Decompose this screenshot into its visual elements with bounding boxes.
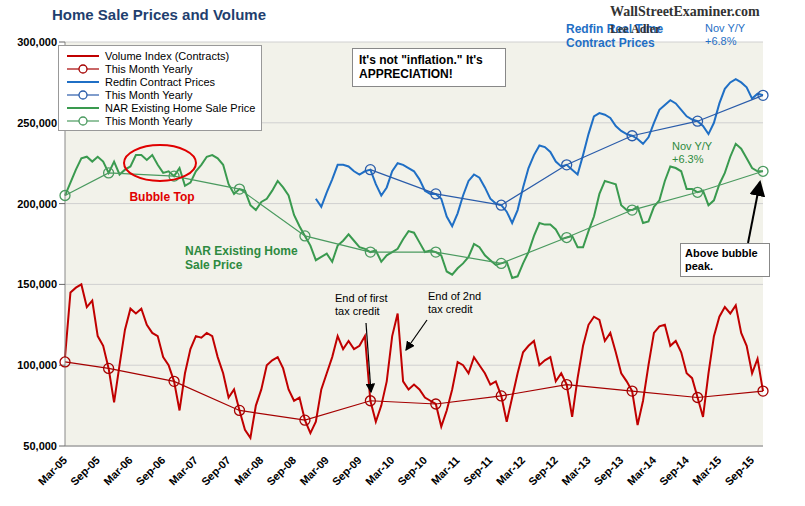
svg-text:Sep-05: Sep-05 <box>68 454 102 488</box>
html-text:NAR Existing Home Sale Price: NAR Existing Home Sale Price <box>185 244 298 273</box>
html-text:Volume Index (Contracts): Volume Index (Contracts) <box>105 49 230 62</box>
html-text:This Month Yearly: This Month Yearly <box>105 62 193 75</box>
svg-text:Mar-13: Mar-13 <box>559 454 593 488</box>
svg-text:Mar-14: Mar-14 <box>625 453 659 487</box>
svg-text:Mar-09: Mar-09 <box>297 454 331 488</box>
html-text:It's not "inflation." It's APP: It's not "inflation." It's APPRECIATION! <box>359 53 483 82</box>
svg-text:Sep-07: Sep-07 <box>199 454 233 488</box>
svg-text:100,000: 100,000 <box>17 359 57 371</box>
svg-text:Mar-10: Mar-10 <box>363 454 397 488</box>
svg-text:Sep-11: Sep-11 <box>461 454 495 488</box>
html-text:Bubble Top: Bubble Top <box>129 190 195 204</box>
html-text:WallStreetExaminer.com: WallStreetExaminer.com <box>610 4 760 19</box>
html-text:Above bubble peak.: Above bubble peak. <box>685 247 758 273</box>
svg-text:Mar-06: Mar-06 <box>101 454 135 488</box>
html-text:Redfin Contract Prices: Redfin Contract Prices <box>105 75 215 88</box>
html-text:This Month Yearly: This Month Yearly <box>105 114 193 127</box>
svg-text:Mar-08: Mar-08 <box>232 454 266 488</box>
html-text:End of first tax credit: End of first tax credit <box>335 292 388 318</box>
svg-text:Sep-08: Sep-08 <box>264 454 298 488</box>
svg-text:300,000: 300,000 <box>17 36 57 48</box>
html-text:Nov Y/Y +6.8%: Nov Y/Y +6.8% <box>705 22 745 48</box>
svg-text:Sep-06: Sep-06 <box>133 454 167 488</box>
html-text:NAR Existing Home Sale Price: NAR Existing Home Sale Price <box>105 101 256 114</box>
svg-text:Sep-10: Sep-10 <box>395 454 429 488</box>
svg-text:Sep-09: Sep-09 <box>330 454 364 488</box>
svg-text:Mar-12: Mar-12 <box>494 454 528 488</box>
html-text:Redfin Real Time Contract Pric: Redfin Real Time Contract Prices <box>566 22 664 51</box>
svg-text:250,000: 250,000 <box>17 117 57 129</box>
svg-text:Sep-15: Sep-15 <box>722 454 756 488</box>
html-text:This Month Yearly: This Month Yearly <box>105 88 193 101</box>
svg-text:Mar-11: Mar-11 <box>429 454 462 487</box>
svg-text:200,000: 200,000 <box>17 198 57 210</box>
svg-text:Sep-12: Sep-12 <box>526 454 560 488</box>
html-text:Lee Adler: Lee Adler <box>610 22 661 36</box>
svg-text:Sep-14: Sep-14 <box>657 453 692 488</box>
html-text:Nov Y/Y +6.3%: Nov Y/Y +6.3% <box>672 140 712 166</box>
html-text:End of 2nd tax credit: End of 2nd tax credit <box>428 290 482 316</box>
svg-text:Mar-07: Mar-07 <box>167 454 201 488</box>
html-text:Home Sale Prices and Volume: Home Sale Prices and Volume <box>52 6 266 23</box>
svg-text:Sep-13: Sep-13 <box>591 454 625 488</box>
svg-text:50,000: 50,000 <box>23 440 57 452</box>
svg-text:Mar-05: Mar-05 <box>36 454 70 488</box>
svg-text:150,000: 150,000 <box>17 278 57 290</box>
svg-text:Mar-15: Mar-15 <box>690 454 724 488</box>
